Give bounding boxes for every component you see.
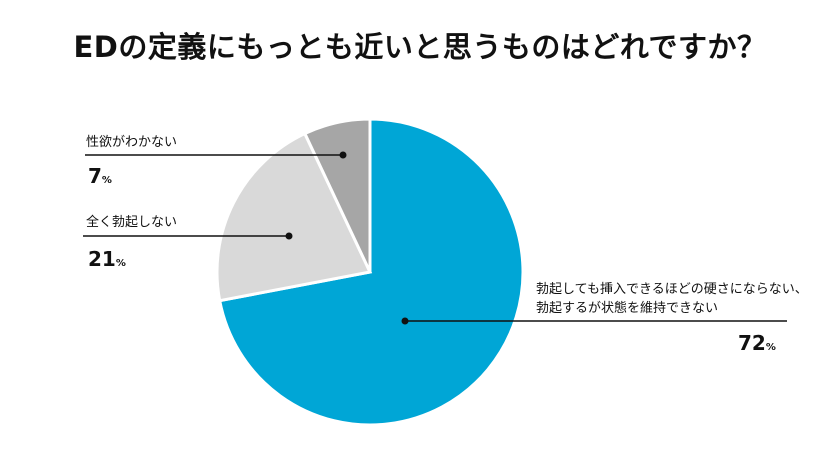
- pie-slice-2: [215, 131, 373, 303]
- chart-title: EDの定義にもっとも近いと思うものはどれですか？: [73, 30, 767, 64]
- value-slice-1: 72%: [738, 331, 776, 355]
- label-line-2: 勃起するが状態を維持できない: [536, 301, 719, 316]
- leader-dot-2: [285, 232, 293, 240]
- leader-dot-3: [339, 151, 347, 159]
- leader-dot-1: [401, 317, 409, 325]
- label-slice-3: 性欲がわかない: [86, 135, 178, 150]
- value-slice-3: 7%: [88, 164, 112, 188]
- label-slice-1: 勃起しても挿入できるほどの硬さにならない、 勃起するが状態を維持できない: [536, 280, 808, 318]
- pie-slice-3: [302, 117, 372, 273]
- label-slice-2: 全く勃起しない: [86, 215, 178, 230]
- value-slice-2: 21%: [88, 247, 126, 271]
- label-line-1: 勃起しても挿入できるほどの硬さにならない、: [536, 282, 808, 297]
